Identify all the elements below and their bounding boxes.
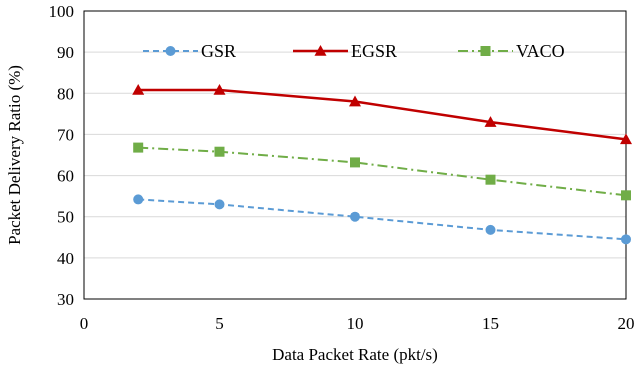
series-gsr	[133, 194, 631, 245]
y-tick-label: 100	[49, 2, 75, 21]
y-tick-label: 70	[57, 125, 74, 144]
y-tick-label: 80	[57, 84, 74, 103]
data-point-egsr	[484, 116, 497, 127]
x-tick-label: 0	[80, 314, 89, 333]
data-point-vaco	[485, 174, 496, 185]
legend-label-gsr: GSR	[201, 41, 236, 61]
data-point-vaco	[350, 157, 360, 168]
data-point-vaco	[133, 142, 144, 153]
series-vaco	[133, 142, 631, 201]
data-point-vaco	[214, 146, 225, 157]
y-tick-label: 30	[57, 290, 74, 309]
data-point-gsr	[485, 224, 496, 235]
series-line-vaco	[138, 146, 627, 197]
y-tick-label: 50	[57, 208, 74, 227]
legend-marker-egsr	[314, 45, 327, 56]
x-tick-label: 20	[618, 314, 635, 333]
x-tick-label: 5	[215, 314, 224, 333]
data-point-egsr	[349, 95, 361, 107]
legend-item-egsr: EGSR	[293, 41, 397, 61]
plot-area-border	[83, 10, 627, 300]
x-tick-label: 15	[482, 314, 499, 333]
y-axis-title: Packet Delivery Ratio (%)	[5, 65, 24, 245]
data-point-egsr	[132, 83, 145, 95]
x-tick-label: 10	[347, 314, 364, 333]
legend-label-egsr: EGSR	[351, 41, 397, 61]
data-point-egsr	[620, 133, 632, 145]
legend-item-gsr: GSR	[143, 41, 236, 61]
legend-marker-gsr	[165, 46, 176, 56]
data-point-gsr	[133, 194, 144, 205]
x-axis-title: Data Packet Rate (pkt/s)	[272, 345, 438, 364]
y-tick-label: 90	[57, 43, 74, 62]
tick-labels: 30 40 50 60 70 80 90 100 0 5 10 15 20	[49, 2, 635, 333]
data-point-egsr	[213, 83, 226, 95]
series-egsr	[132, 83, 632, 145]
legend-item-vaco: VACO	[458, 41, 565, 61]
y-tick-label: 60	[57, 167, 74, 186]
data-point-gsr	[350, 211, 360, 222]
data-point-gsr	[214, 199, 225, 210]
series-line-gsr	[138, 198, 627, 241]
series-line-egsr	[138, 88, 627, 141]
y-tick-label: 40	[57, 249, 74, 268]
data-point-gsr	[621, 234, 631, 245]
legend: GSR EGSR VACO	[143, 41, 565, 61]
legend-marker-vaco	[480, 46, 491, 56]
data-point-vaco	[621, 190, 631, 201]
series-layer	[132, 83, 632, 245]
legend-label-vaco: VACO	[516, 41, 565, 61]
